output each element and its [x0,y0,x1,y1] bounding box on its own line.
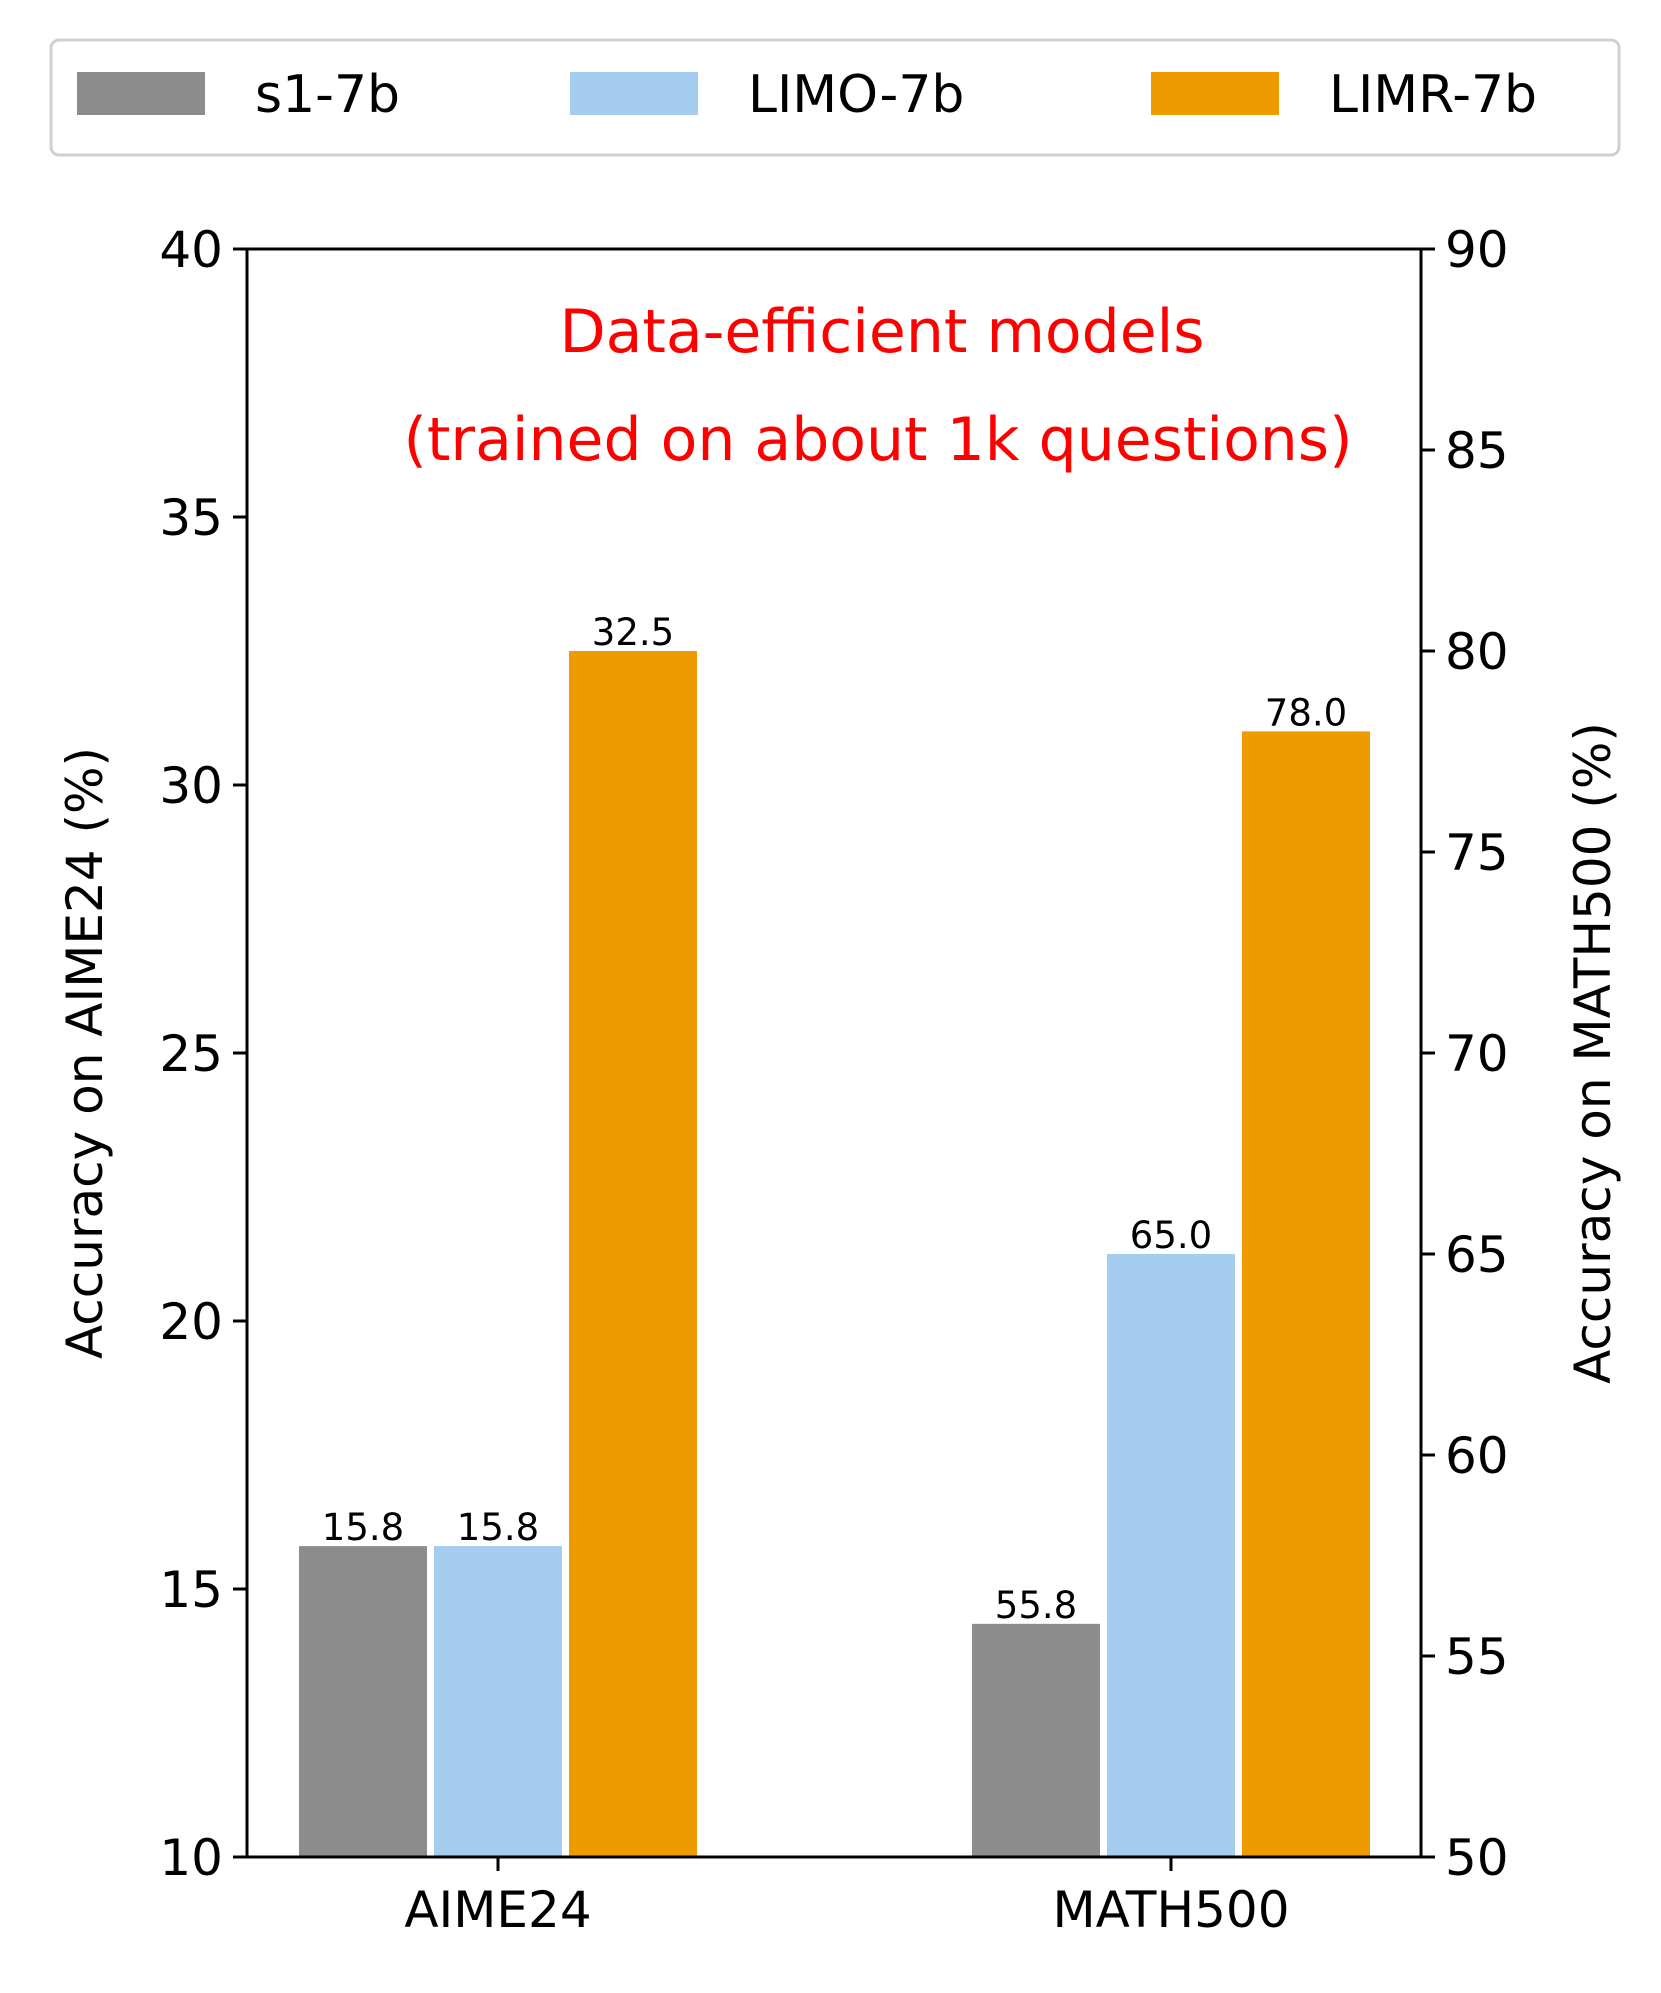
bar-value-label: 32.5 [592,611,674,654]
bar-value-label: 55.8 [995,1584,1077,1627]
legend-label: s1-7b [255,65,400,125]
legend-frame [49,38,1621,157]
y-right-tick-label: 85 [1445,422,1509,480]
legend-swatch [570,72,698,115]
y-left-tick-label: 25 [159,1025,223,1083]
y-left-tick-label: 20 [159,1293,223,1351]
y-axis-right-label: Accuracy on MATH500 (%) [1564,722,1622,1384]
bar-LIMR-7b-AIME24 [569,651,697,1857]
bar-LIMR-7b-MATH500 [1242,731,1370,1857]
legend: s1-7b LIMO-7b LIMR-7b [49,38,1621,157]
annotation-line-1: Data-efficient models [559,297,1204,367]
y-right-tick-label: 60 [1445,1427,1509,1485]
y-left-tick-label: 10 [159,1829,223,1887]
bar-value-label: 78.0 [1265,691,1347,734]
bar-s1-7b-AIME24 [299,1546,427,1857]
legend-label: LIMO-7b [748,65,964,125]
bar-s1-7b-MATH500 [972,1623,1100,1857]
bar-value-label: 65.0 [1130,1214,1212,1257]
legend-swatch [1151,72,1279,115]
y-right-tick-label: 50 [1445,1829,1509,1887]
bar-value-label: 15.8 [322,1506,404,1549]
y-right-tick-label: 90 [1445,221,1509,279]
y-axis-left-label: Accuracy on AIME24 (%) [56,747,114,1359]
y-right-tick-label: 55 [1445,1628,1509,1686]
x-tick-label: AIME24 [404,1881,591,1939]
y-left-tick-label: 15 [159,1561,223,1619]
y-right-tick-label: 80 [1445,623,1509,681]
x-tick-label: MATH500 [1052,1881,1289,1939]
legend-swatch [77,72,205,115]
bar-LIMO-7b-MATH500 [1107,1254,1235,1857]
y-left-tick-label: 40 [159,221,223,279]
y-right-tick-label: 75 [1445,824,1509,882]
y-right-tick-label: 70 [1445,1025,1509,1083]
y-right-tick-label: 65 [1445,1226,1509,1284]
annotation-line-2: (trained on about 1k questions) [403,405,1352,475]
bar-value-label: 15.8 [457,1506,539,1549]
y-left-tick-label: 30 [159,757,223,815]
legend-label: LIMR-7b [1329,65,1537,125]
y-left-tick-label: 35 [159,489,223,547]
bar-LIMO-7b-AIME24 [434,1546,562,1857]
